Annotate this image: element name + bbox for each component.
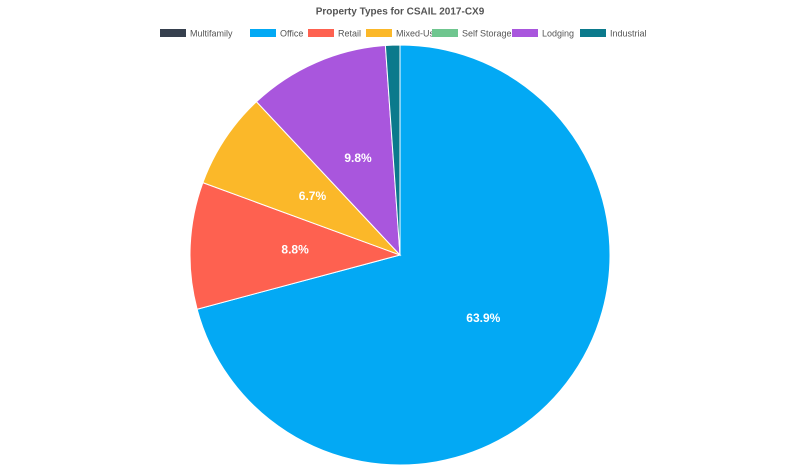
legend-label: Retail: [338, 28, 361, 38]
legend-swatch: [160, 29, 186, 37]
legend-swatch: [432, 29, 458, 37]
legend-label: Mixed-Use: [396, 28, 439, 38]
legend-swatch: [512, 29, 538, 37]
legend-label: Self Storage: [462, 28, 512, 38]
pie-slice: [202, 100, 401, 256]
data-label: 63.9%: [466, 311, 500, 325]
pie-slice: [255, 44, 401, 257]
legend-swatch: [580, 29, 606, 37]
pie-slice: [384, 44, 401, 256]
legend-swatch: [366, 29, 392, 37]
legend-label: Lodging: [542, 28, 574, 38]
legend-label: Multifamily: [190, 28, 233, 38]
chart-title: Property Types for CSAIL 2017-CX9: [316, 7, 485, 18]
data-label: 8.8%: [281, 242, 309, 256]
data-label: 6.7%: [299, 189, 327, 203]
legend-label: Office: [280, 28, 303, 38]
legend-swatch: [308, 29, 334, 37]
legend-label: Industrial: [610, 28, 647, 38]
pie-slice: [189, 181, 402, 310]
data-label: 9.8%: [344, 151, 372, 165]
legend-swatch: [250, 29, 276, 37]
pie-slice: [196, 44, 611, 466]
